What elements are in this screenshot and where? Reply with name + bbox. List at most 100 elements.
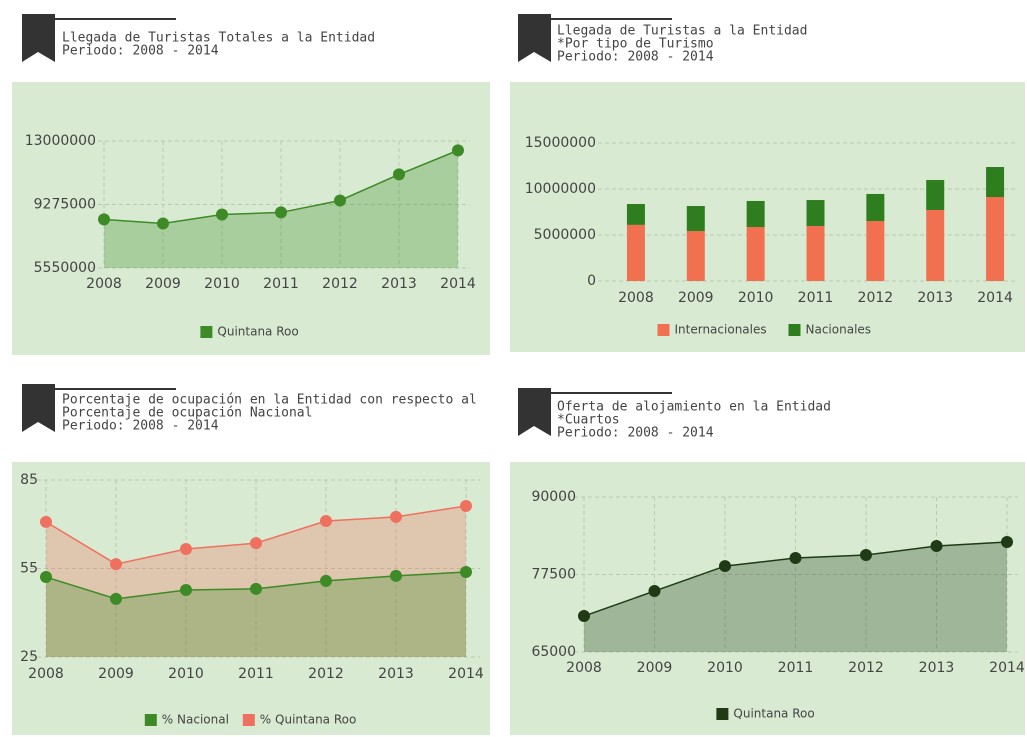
x-tick-label: 2013: [917, 290, 953, 306]
x-tick-label: 2008: [618, 290, 654, 306]
x-tick-label: 2012: [858, 290, 894, 306]
point: [460, 499, 472, 512]
x-tick-label: 2010: [738, 290, 774, 306]
bar: [926, 179, 945, 210]
area: [46, 572, 466, 657]
y-tick-label: 65000: [531, 644, 576, 660]
point: [110, 592, 122, 605]
chart-title: *Cuartos: [557, 413, 620, 428]
point: [250, 582, 262, 595]
header-icon: [22, 14, 672, 436]
x-tick-label: 2008: [86, 276, 122, 292]
x-tick-label: 2014: [440, 276, 476, 292]
x-tick-label: 2011: [798, 290, 834, 306]
x-tick-label: 2012: [322, 276, 358, 292]
legend-swatch: [657, 324, 670, 336]
panel: [510, 82, 1025, 352]
legend-label: Quintana Roo: [733, 707, 814, 721]
y-tick-label: 5000000: [534, 227, 596, 243]
area: [584, 542, 1007, 652]
panel: [12, 82, 490, 355]
point: [275, 206, 287, 219]
bar: [686, 231, 705, 281]
legend-label: % Nacional: [162, 713, 229, 727]
legend-swatch: [788, 324, 801, 336]
x-tick-label: 2014: [448, 666, 484, 682]
point: [180, 584, 192, 597]
point: [216, 208, 228, 221]
point: [157, 217, 169, 230]
x-tick-label: 2014: [989, 660, 1025, 676]
x-tick-label: 2012: [308, 666, 344, 682]
x-tick-label: 2010: [168, 666, 204, 682]
y-tick-label: 0: [587, 273, 596, 289]
chart-title: Porcentaje de ocupación Nacional: [62, 406, 312, 421]
x-tick-label: 2013: [381, 276, 417, 292]
point: [334, 194, 346, 207]
chart-title: Periodo: 2008 - 2014: [557, 50, 714, 65]
point: [393, 168, 405, 181]
point: [320, 574, 332, 587]
legend-label: Quintana Roo: [217, 325, 298, 339]
point: [789, 552, 802, 565]
x-tick-label: 2010: [204, 276, 240, 292]
chart-title: Llegada de Turistas Totales a la Entidad: [62, 31, 375, 46]
y-tick-label: 90000: [531, 489, 576, 505]
x-tick-label: 2014: [977, 290, 1013, 306]
point: [390, 569, 402, 582]
point: [40, 515, 52, 528]
chart-title: Periodo: 2008 - 2014: [62, 44, 219, 59]
panel: [12, 462, 490, 735]
x-tick-label: 2009: [637, 660, 673, 676]
point: [578, 610, 590, 623]
bar: [986, 197, 1005, 281]
point: [860, 549, 872, 562]
bar: [866, 193, 885, 222]
point: [1001, 536, 1013, 549]
x-tick-label: 2013: [378, 666, 414, 682]
y-tick-label: 9275000: [34, 197, 96, 213]
legend-label: % Quintana Roo: [260, 713, 357, 727]
bar: [806, 225, 825, 281]
x-tick-label: 2008: [28, 666, 64, 682]
bar: [686, 206, 705, 232]
y-tick-label: 5550000: [34, 260, 96, 276]
y-tick-label: 15000000: [525, 135, 596, 151]
legend-swatch: [242, 714, 255, 726]
legend-swatch: [144, 714, 157, 726]
panel: [510, 462, 1025, 735]
bar: [746, 226, 765, 281]
bar: [806, 200, 825, 226]
legend-swatch: [200, 326, 213, 338]
x-tick-label: 2013: [919, 660, 955, 676]
point: [390, 510, 402, 523]
y-tick-label: 77500: [531, 567, 576, 583]
x-tick-label: 2009: [678, 290, 714, 306]
y-tick-label: 10000000: [525, 181, 596, 197]
bar: [626, 224, 645, 281]
point: [40, 571, 52, 584]
point: [719, 560, 731, 573]
area: [46, 505, 466, 657]
y-tick-label: 25: [20, 649, 38, 665]
bar: [986, 167, 1005, 198]
point: [250, 537, 262, 550]
x-tick-label: 2008: [566, 660, 602, 676]
chart-title: Llegada de Turistas a la Entidad: [557, 24, 807, 39]
bar: [626, 203, 645, 225]
legend-label: Internacionales: [675, 323, 767, 337]
bar: [926, 209, 945, 281]
legend-label: Nacionales: [806, 323, 872, 337]
legend-swatch: [716, 708, 729, 720]
point: [460, 566, 472, 579]
point: [180, 543, 192, 556]
x-tick-label: 2011: [263, 276, 299, 292]
y-tick-label: 55: [20, 561, 38, 577]
y-tick-label: 85: [20, 472, 38, 488]
point: [98, 213, 110, 226]
bar: [866, 221, 885, 281]
point: [648, 585, 661, 598]
bar: [746, 200, 765, 227]
x-tick-label: 2009: [98, 666, 134, 682]
chart-title: Periodo: 2008 - 2014: [62, 419, 219, 434]
